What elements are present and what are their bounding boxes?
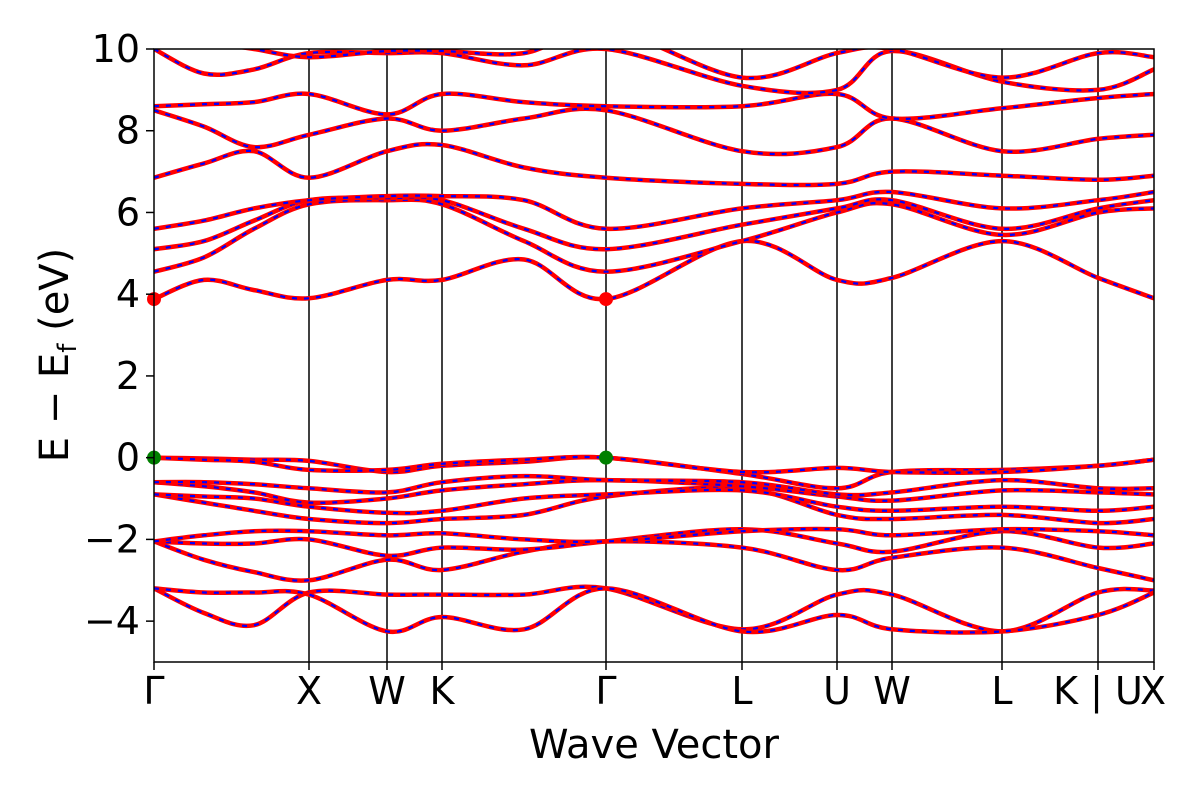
band-down-15 [154,142,1154,187]
x-tick-label: Γ [595,669,616,713]
band-down-2 [154,540,1154,582]
plot-frame [153,48,1155,663]
x-tick-label: X [1140,669,1166,713]
x-tick-label: X [296,669,322,713]
x-tick-label: L [731,669,752,713]
y-tick-label: 8 [116,109,140,153]
x-tick-label: K [430,669,456,713]
x-tick-label: K | U [1053,669,1143,714]
x-tick-label: Γ [143,669,164,713]
x-axis-title: Wave Vector [529,722,780,768]
band-down-6 [154,488,1154,515]
x-tick-label: W [873,669,911,713]
band-up-16 [154,106,1154,157]
y-axis-title: E − Ef (eV) [32,248,83,463]
band-down-4 [154,527,1154,543]
x-tick-label: L [991,669,1012,713]
y-tick-label: 0 [116,436,140,480]
y-tick-label: 2 [116,354,140,398]
bands [154,49,1154,635]
band-edge-markers [147,292,613,465]
band-down-16 [154,107,1154,156]
band-down-14 [154,190,1154,230]
y-tick-label: −2 [84,517,140,561]
y-tick-label: 4 [116,272,140,316]
x-tick-label: W [368,669,406,713]
cbm-marker [599,292,613,307]
band-up-1 [154,586,1154,635]
band-down-11 [154,239,1154,301]
band-up-14 [154,189,1154,232]
band-up-11 [154,238,1154,302]
y-axis: −4 −2 0 2 4 6 8 10 [84,27,154,643]
band-down-5 [154,486,1154,525]
band-down-8 [154,474,1154,497]
x-tick-label: U [823,669,851,713]
band-down-12 [154,198,1154,273]
y-tick-label: −4 [84,599,140,643]
y-tick-label: 10 [92,27,140,71]
band-down-13 [154,196,1154,251]
band-down-19 [246,49,1154,80]
vbm-marker [599,450,613,465]
y-tick-label: 6 [116,190,140,234]
band-down-10 [154,455,1154,474]
band-down-17 [154,92,1154,120]
